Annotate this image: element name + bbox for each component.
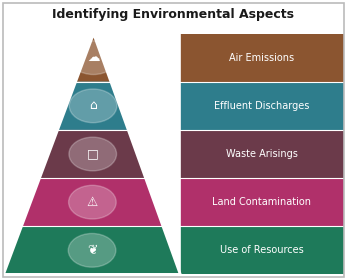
Polygon shape <box>22 178 163 226</box>
Text: ☁: ☁ <box>87 51 100 64</box>
Text: Land Contamination: Land Contamination <box>212 197 311 207</box>
Bar <box>180 34 344 82</box>
Polygon shape <box>58 82 128 130</box>
Bar <box>180 130 344 178</box>
Text: Waste Arisings: Waste Arisings <box>226 149 298 159</box>
Text: ⚠: ⚠ <box>87 196 98 209</box>
Circle shape <box>69 185 116 219</box>
Text: □: □ <box>87 148 99 160</box>
Text: Air Emissions: Air Emissions <box>229 53 295 63</box>
Circle shape <box>68 234 116 267</box>
Circle shape <box>70 41 117 74</box>
Text: ❦: ❦ <box>87 244 97 257</box>
Polygon shape <box>3 226 180 274</box>
Polygon shape <box>76 34 111 82</box>
Circle shape <box>69 137 117 171</box>
Text: ⌂: ⌂ <box>89 99 97 112</box>
Circle shape <box>69 89 117 123</box>
Bar <box>180 226 344 274</box>
Text: Effluent Discharges: Effluent Discharges <box>214 101 310 111</box>
Bar <box>180 82 344 130</box>
Text: Identifying Environmental Aspects: Identifying Environmental Aspects <box>52 8 295 21</box>
Polygon shape <box>40 130 146 178</box>
Text: Use of Resources: Use of Resources <box>220 245 304 255</box>
Bar <box>180 178 344 226</box>
